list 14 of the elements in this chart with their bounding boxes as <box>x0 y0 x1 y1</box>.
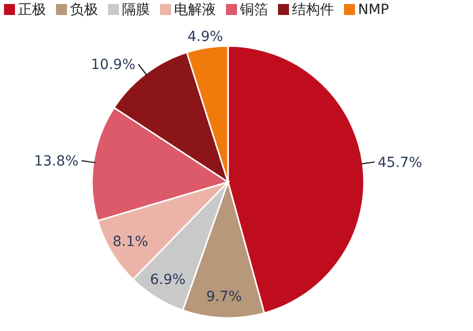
data-label: 45.7% <box>378 155 422 172</box>
data-label: 13.8% <box>34 154 79 170</box>
legend-label: 结构件 <box>292 2 334 18</box>
legend-label: 电解液 <box>174 2 216 18</box>
legend-label: 负极 <box>70 2 98 18</box>
data-label: 6.9% <box>150 272 186 288</box>
data-label: 9.7% <box>206 288 242 305</box>
data-label: 4.9% <box>188 28 224 45</box>
legend-label: 正极 <box>18 2 46 18</box>
data-label: 10.9% <box>90 57 136 74</box>
legend-label: 隔膜 <box>122 2 150 18</box>
data-label: 8.1% <box>112 234 148 250</box>
legend-label: NMP <box>358 2 389 18</box>
legend-label: 铜箔 <box>239 2 268 18</box>
